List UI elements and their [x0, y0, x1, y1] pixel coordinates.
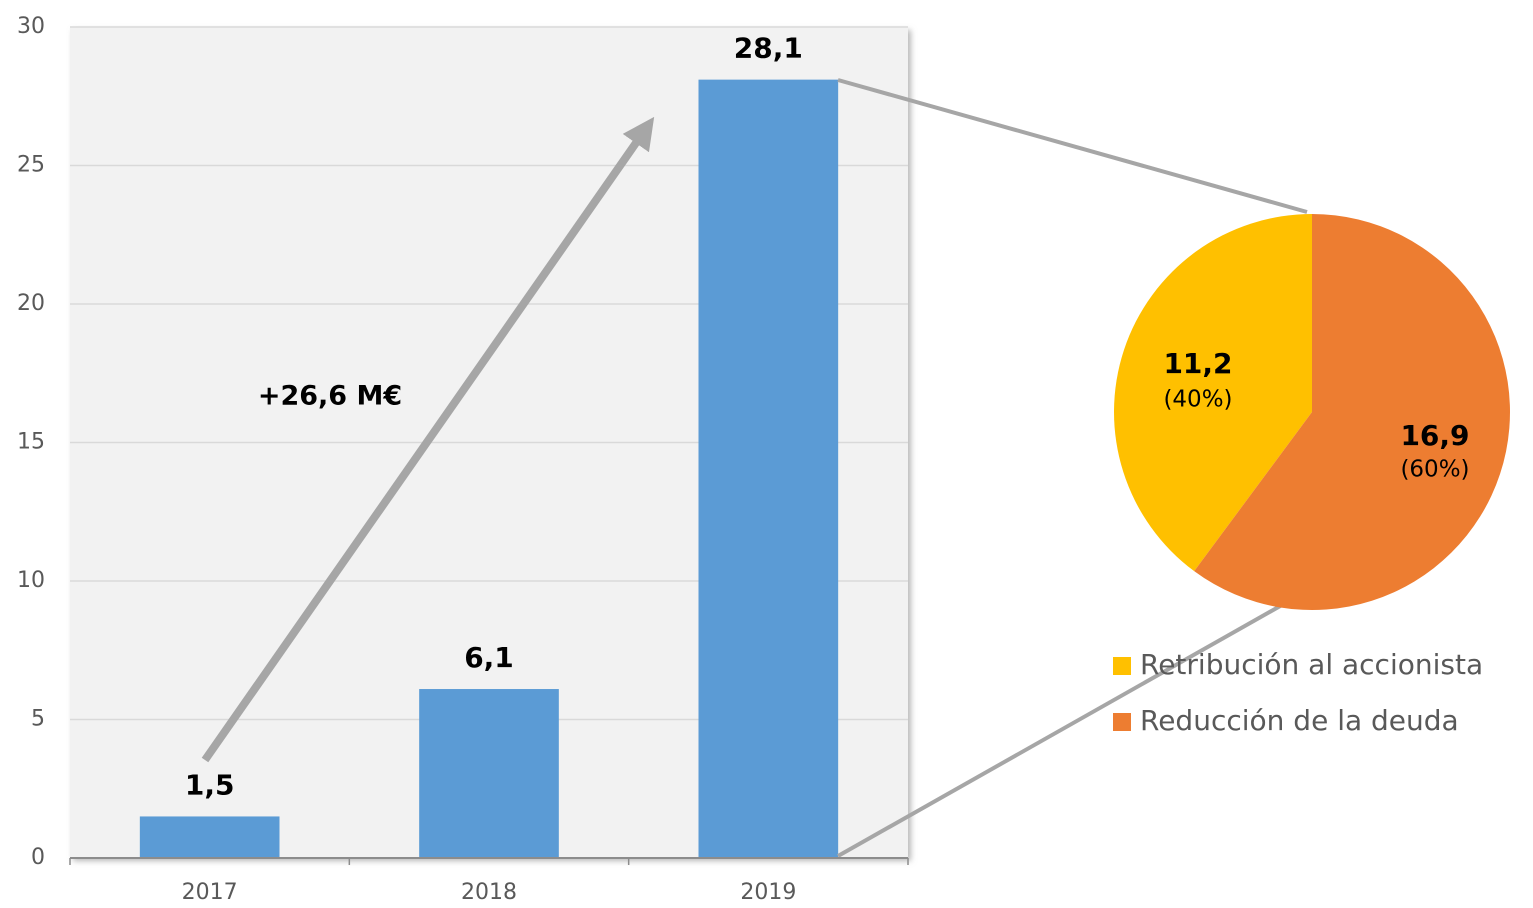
connector-line — [837, 603, 1283, 858]
legend-swatch — [1113, 713, 1131, 731]
data-label: 28,1 — [734, 32, 803, 65]
annotation: +26,6 M€ — [258, 381, 402, 412]
y-tick-label: 0 — [31, 845, 45, 870]
growth-arrow — [201, 116, 655, 763]
y-tick-label: 10 — [17, 568, 45, 593]
connector-line — [837, 78, 1308, 214]
y-tick-label: 15 — [17, 430, 45, 455]
data-label: 1,5 — [185, 768, 235, 801]
x-tick-label: 2017 — [182, 880, 238, 905]
data-label: 6,1 — [464, 641, 514, 674]
x-tick-label: 2018 — [461, 880, 517, 905]
legend-swatch — [1113, 657, 1131, 675]
legend-label: Retribución al accionista — [1140, 648, 1483, 681]
percent-label: (60%) — [1400, 457, 1469, 483]
y-tick-label: 20 — [17, 291, 45, 316]
legend-label: Reducción de la deuda — [1140, 704, 1459, 737]
x-tick-label: 2019 — [740, 880, 796, 905]
y-tick-label: 25 — [17, 153, 45, 178]
pie-slice — [1194, 214, 1510, 610]
bar — [698, 79, 839, 858]
bar — [139, 816, 280, 858]
y-tick-label: 5 — [31, 707, 45, 732]
y-tick-label: 30 — [17, 14, 45, 39]
percent-label: (40%) — [1163, 387, 1232, 413]
bar — [419, 689, 559, 858]
data-label: 11,2 — [1163, 347, 1232, 380]
pie-slice — [1113, 214, 1312, 572]
data-label: 16,9 — [1400, 419, 1469, 452]
